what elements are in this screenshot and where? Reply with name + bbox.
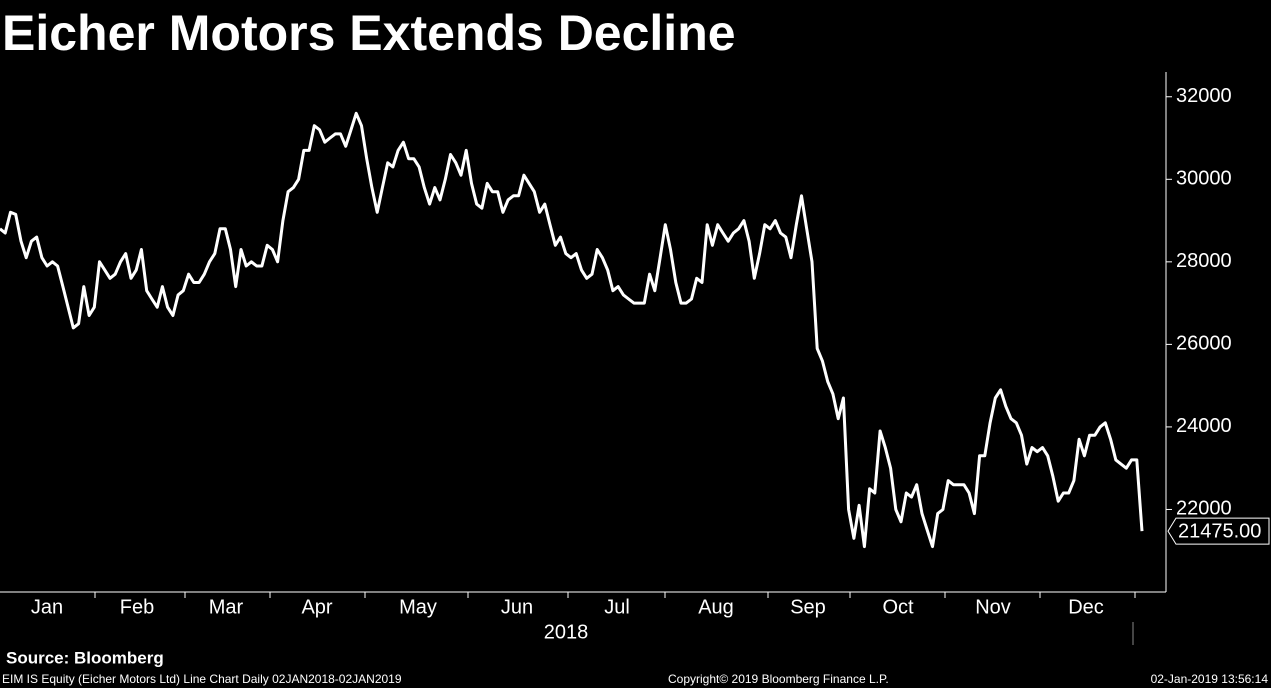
x-tick-label: May	[399, 596, 437, 618]
x-tick-label: Nov	[975, 596, 1011, 618]
x-tick-label: Dec	[1068, 596, 1104, 618]
x-tick-label: Jun	[501, 596, 533, 618]
price-line	[0, 111, 1144, 549]
y-tick-label: 24000	[1176, 415, 1232, 437]
y-tick-label: 30000	[1176, 168, 1232, 190]
source: Source: Bloomberg	[6, 648, 164, 667]
y-tick-label: 28000	[1176, 250, 1232, 272]
footer-left: EIM IS Equity (Eicher Motors Ltd) Line C…	[2, 672, 402, 686]
x-tick-label: Mar	[209, 596, 244, 618]
footer-center: Copyright© 2019 Bloomberg Finance L.P.	[668, 672, 889, 686]
x-tick-label: Feb	[120, 596, 154, 618]
y-tick-label: 26000	[1176, 333, 1232, 355]
x-tick-label: Oct	[882, 596, 914, 618]
x-tick-label: Apr	[301, 596, 332, 618]
x-tick-label: Jul	[604, 596, 630, 618]
x-tick-label: Jan	[31, 596, 63, 618]
last-value-label: 21475.00	[1178, 520, 1261, 542]
x-tick-label: Sep	[790, 596, 826, 618]
year-label: 2018	[544, 621, 589, 643]
x-tick-label: Aug	[698, 596, 734, 618]
last-value-box	[1167, 517, 1270, 545]
chart-title: Eicher Motors Extends Decline	[2, 5, 736, 61]
footer-right: 02-Jan-2019 13:56:14	[1151, 672, 1269, 686]
y-tick-label: 32000	[1176, 85, 1232, 107]
y-tick-label: 22000	[1176, 498, 1232, 520]
